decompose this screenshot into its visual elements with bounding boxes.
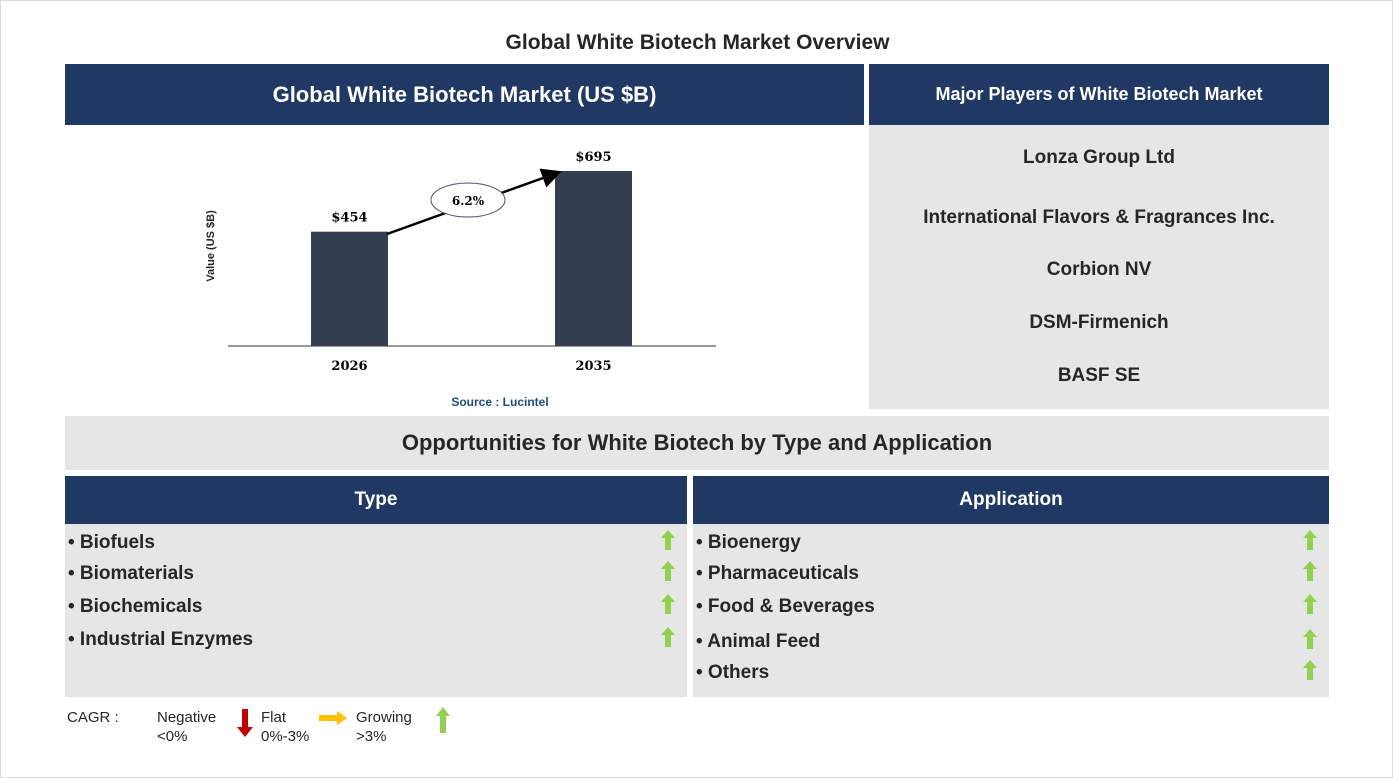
bar-chart: $454 2026 $695 2035 6.2% Value (US $B) Sour… <box>205 150 716 409</box>
player: Lonza Group Ltd <box>1023 147 1175 168</box>
application-panel <box>693 524 1329 697</box>
arrow-up-icon <box>661 627 675 647</box>
legend-label: CAGR : <box>67 709 119 726</box>
type-item: • Biomaterials <box>68 563 194 584</box>
player: DSM-Firmenich <box>1029 312 1169 333</box>
legend-negative-range: <0% <box>157 728 188 745</box>
y-axis-label: Value (US $B) <box>205 210 217 282</box>
value-label: $695 <box>575 150 611 165</box>
arrow-up-icon <box>661 561 675 581</box>
application-item: • Animal Feed <box>696 631 821 652</box>
arrow-up-icon <box>661 530 675 550</box>
page-title: Global White Biotech Market Overview <box>505 31 890 54</box>
arrow-up-icon <box>1303 561 1317 581</box>
legend-growing: Growing <box>356 709 412 726</box>
type-panel <box>65 524 687 697</box>
arrow-up-icon <box>436 707 450 733</box>
player: International Flavors & Fragrances Inc. <box>923 207 1275 228</box>
source-label: Source : Lucintel <box>451 395 548 409</box>
opportunities-header: Opportunities for White Biotech by Type … <box>65 416 1329 470</box>
type-item: • Biochemicals <box>68 596 203 617</box>
arrow-up-icon <box>661 594 675 614</box>
cagr-ellipse <box>430 182 506 218</box>
cagr-label: 6.2% <box>452 194 485 208</box>
legend-flat: Flat <box>261 709 287 726</box>
player: Corbion NV <box>1046 259 1152 280</box>
market-header: Global White Biotech Market (US $B) <box>65 64 864 125</box>
application-item: • Food & Beverages <box>696 596 875 617</box>
type-header: Type <box>65 476 687 524</box>
application-item: • Bioenergy <box>696 532 801 553</box>
arrow-up-icon <box>1303 530 1317 550</box>
arrow-up-icon <box>1303 594 1317 614</box>
legend-negative: Negative <box>157 709 217 726</box>
arrow-down-icon <box>237 709 253 737</box>
arrow-up-icon <box>1303 660 1317 680</box>
players-header: Major Players of White Biotech Market <box>869 64 1329 125</box>
legend-flat-range: 0%-3% <box>261 728 310 745</box>
type-item: • Industrial Enzymes <box>68 629 254 650</box>
application-header: Application <box>693 476 1329 524</box>
application-item: • Pharmaceuticals <box>696 563 859 584</box>
bar-2026 <box>311 231 388 346</box>
x-tick-label: 2026 <box>331 359 367 374</box>
arrow-right-icon <box>319 711 347 725</box>
players-panel <box>869 125 1329 409</box>
player: BASF SE <box>1057 365 1141 386</box>
arrow-up-icon <box>1303 629 1317 649</box>
bar-2035 <box>555 171 632 346</box>
type-item: • Biofuels <box>68 532 155 553</box>
application-item: • Others <box>696 662 770 683</box>
legend-growing-range: >3% <box>356 728 387 745</box>
value-label: $454 <box>331 211 367 226</box>
x-tick-label: 2035 <box>575 359 611 374</box>
